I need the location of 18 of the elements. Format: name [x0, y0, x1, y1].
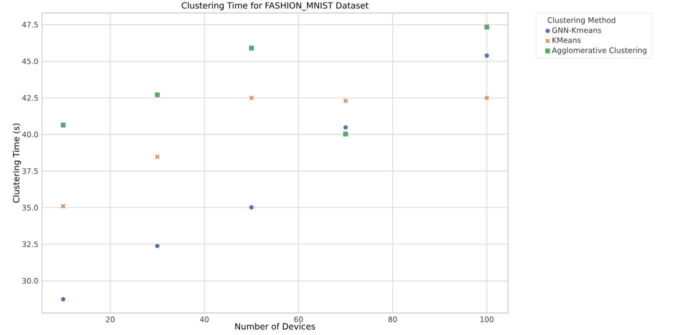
point	[484, 95, 490, 100]
point	[484, 24, 490, 30]
point	[60, 297, 66, 302]
point	[249, 46, 254, 51]
chart-title: Clustering Time for FASHION_MNIST Dataset	[182, 2, 369, 10]
point	[248, 95, 254, 100]
point	[343, 125, 348, 130]
point	[155, 244, 160, 248]
point	[343, 98, 348, 104]
point	[249, 205, 254, 210]
point	[60, 122, 66, 128]
x-axis-title: Number of Devices	[235, 323, 316, 330]
point	[60, 204, 66, 209]
point	[154, 154, 160, 160]
point	[343, 132, 348, 136]
y-axis-title: Clustering Time (s)	[12, 124, 22, 203]
point	[484, 53, 490, 58]
point	[154, 92, 160, 98]
